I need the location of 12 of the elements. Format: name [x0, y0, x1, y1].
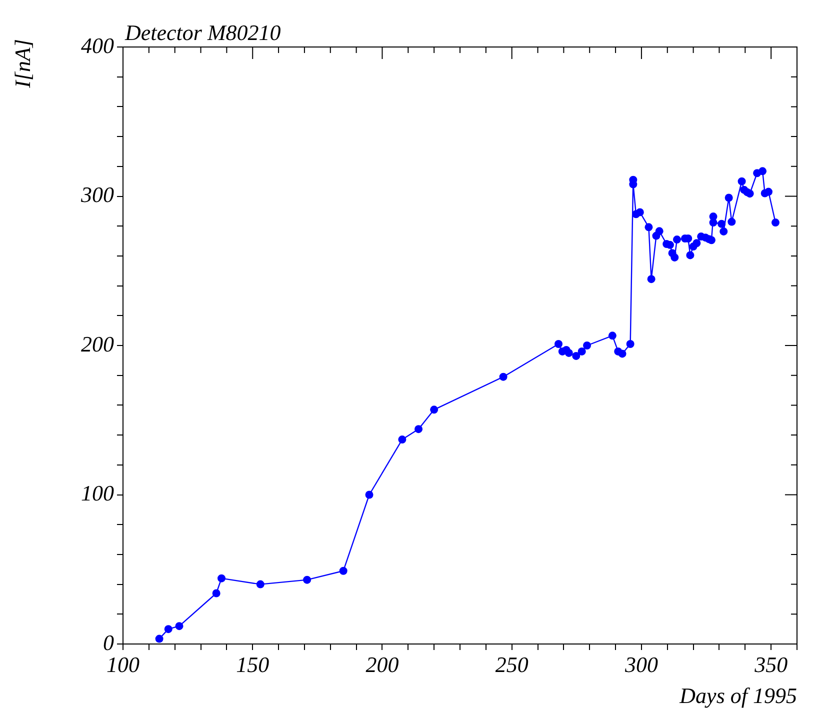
x-tick-label: 350: [754, 652, 788, 677]
x-tick-label: 300: [624, 652, 658, 677]
y-tick-label: 100: [81, 480, 114, 506]
x-tick-label: 150: [236, 652, 270, 677]
x-axis-title: Days of 1995: [678, 682, 797, 708]
chart-title: Detector M80210: [124, 20, 281, 45]
y-tick-label: 400: [81, 32, 114, 58]
y-tick-label: 200: [81, 331, 114, 356]
x-tick-label: 250: [495, 652, 528, 677]
y-axis-title: I[nA]: [10, 39, 35, 89]
x-tick-label: 200: [366, 652, 399, 677]
y-tick-label: 300: [80, 182, 114, 208]
